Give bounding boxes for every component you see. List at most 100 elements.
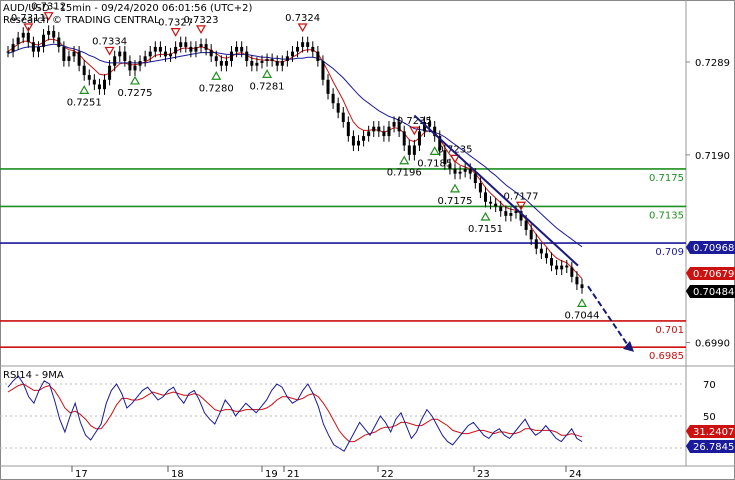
candle-body xyxy=(483,192,487,202)
rsi-axis-tick-label: 50 xyxy=(703,412,716,423)
price-axis-tick-label: 0.7289 xyxy=(695,58,730,69)
candle-body xyxy=(57,37,61,47)
candle-body xyxy=(77,51,81,66)
candle-body xyxy=(240,46,244,52)
swing-low-label: 0.7175 xyxy=(438,196,473,207)
candle-body xyxy=(458,171,462,174)
rsi-ma-line xyxy=(7,383,583,443)
candle-body xyxy=(412,145,416,155)
candle-body xyxy=(453,168,457,174)
swing-low-label: 0.7151 xyxy=(468,224,503,235)
candle-body xyxy=(143,56,147,61)
candle-body xyxy=(550,258,554,266)
candle-body xyxy=(52,30,56,38)
level-label: 0.709 xyxy=(655,247,684,258)
candle-body xyxy=(174,46,178,54)
candle-body xyxy=(423,122,427,132)
candle-body xyxy=(529,229,533,240)
candle-body xyxy=(189,46,193,52)
candle-body xyxy=(519,211,523,221)
candle-body xyxy=(306,42,310,47)
candle-body xyxy=(417,131,421,146)
candle-body xyxy=(504,211,508,216)
candle-body xyxy=(118,51,122,57)
chart-header-line2: Research © TRADING CENTRAL xyxy=(3,15,160,26)
candle-body xyxy=(245,51,249,61)
swing-high-marker xyxy=(449,154,461,164)
candle-body xyxy=(280,61,284,66)
swing-high-marker xyxy=(43,12,54,21)
swing-high-marker xyxy=(516,201,527,211)
swing-high-marker xyxy=(297,23,308,33)
time-axis-tick-label: 21 xyxy=(287,469,300,480)
candle-body xyxy=(82,65,86,76)
swing-high-marker xyxy=(195,25,207,35)
candle-body xyxy=(158,46,162,52)
swing-low-label: 0.7280 xyxy=(199,83,234,94)
candle-body xyxy=(6,51,10,53)
candle-body xyxy=(219,61,223,66)
price-axis-tick-label: 0.6990 xyxy=(695,339,730,350)
candle-body xyxy=(275,61,279,66)
swing-high-marker xyxy=(104,46,115,56)
candle-body xyxy=(331,93,335,104)
candle-body xyxy=(448,164,452,169)
rsi-badge-red xyxy=(686,425,735,438)
price-badge-current-label: 0.70484 xyxy=(693,287,734,298)
price-badge-current xyxy=(686,285,735,298)
candle-body xyxy=(407,145,411,155)
candle-body xyxy=(336,103,340,113)
candle-body xyxy=(580,284,584,289)
candle-body xyxy=(31,42,35,52)
candle-body xyxy=(341,112,345,122)
rsi-panel-title: RSI14 - 9MA xyxy=(3,370,64,381)
swing-high-label: 0.7312 xyxy=(31,2,66,13)
candle-body xyxy=(397,122,401,132)
candle-body xyxy=(169,53,173,57)
candle-body xyxy=(62,46,66,61)
candle-body xyxy=(539,248,543,254)
candle-body xyxy=(356,140,360,146)
candle-body xyxy=(544,253,548,259)
candle-body xyxy=(296,46,300,52)
rsi-badge-blue-label: 26.7845 xyxy=(693,442,734,453)
candle-body xyxy=(47,30,51,35)
candle-body xyxy=(499,206,503,212)
candle-body xyxy=(494,203,498,207)
time-axis-tick-label: 19 xyxy=(265,469,278,480)
candle-body xyxy=(270,59,274,61)
candle-body xyxy=(199,44,203,47)
moving-average-slow xyxy=(7,43,583,248)
candle-body xyxy=(108,65,112,80)
candle-body xyxy=(67,56,71,61)
projection-arrow-head xyxy=(623,340,634,352)
candle-body xyxy=(26,32,30,43)
candle-body xyxy=(230,51,234,61)
candle-body xyxy=(402,131,406,146)
trend-line xyxy=(413,114,579,267)
candle-body xyxy=(565,265,569,268)
time-axis-tick-label: 17 xyxy=(75,469,88,480)
swing-high-label: 0.7235 xyxy=(438,144,473,155)
candle-body xyxy=(392,122,396,127)
candle-body xyxy=(514,211,518,214)
candle-body xyxy=(570,267,574,277)
rsi-badge-red-label: 31.2407 xyxy=(693,427,734,438)
swing-low-label: 0.7196 xyxy=(387,168,422,179)
candle-body xyxy=(382,131,386,137)
swing-low-marker xyxy=(262,69,273,78)
swing-high-label: 0.7324 xyxy=(285,13,320,24)
candle-body xyxy=(214,56,218,61)
candle-body xyxy=(443,150,447,165)
candle-body xyxy=(11,44,15,52)
swing-low-marker xyxy=(449,183,461,193)
swing-low-marker xyxy=(79,85,90,94)
candle-body xyxy=(555,265,559,270)
candle-body xyxy=(204,44,208,50)
candle-body xyxy=(123,51,127,61)
price-badge-middle xyxy=(686,267,735,280)
candle-body xyxy=(209,49,213,57)
candle-body xyxy=(163,51,167,57)
candle-body xyxy=(97,84,101,90)
